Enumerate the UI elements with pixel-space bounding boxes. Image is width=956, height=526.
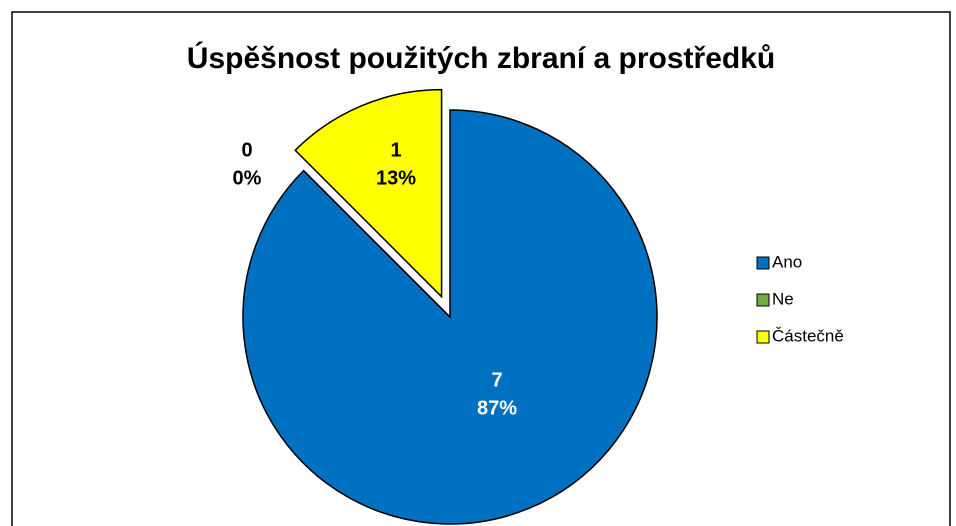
legend-label: Ano — [772, 252, 802, 271]
data-label-percent: 87% — [477, 397, 517, 419]
data-label-value: 0 — [241, 139, 252, 161]
pie-slice — [242, 109, 658, 525]
legend-label: Částečně — [772, 326, 844, 345]
data-label-value: 1 — [390, 139, 401, 161]
pie-slice — [303, 170, 451, 318]
data-label-value: 7 — [491, 369, 502, 391]
chart-title: Úspěšnost použitých zbraní a prostředků — [187, 41, 775, 75]
legend-swatch — [756, 256, 770, 270]
legend-label: Ne — [772, 289, 794, 308]
data-label-percent: 13% — [376, 167, 416, 189]
pie-slice — [294, 88, 443, 299]
legend-swatch — [756, 330, 770, 344]
legend-swatch — [756, 293, 770, 307]
data-label-percent: 0% — [233, 167, 262, 189]
